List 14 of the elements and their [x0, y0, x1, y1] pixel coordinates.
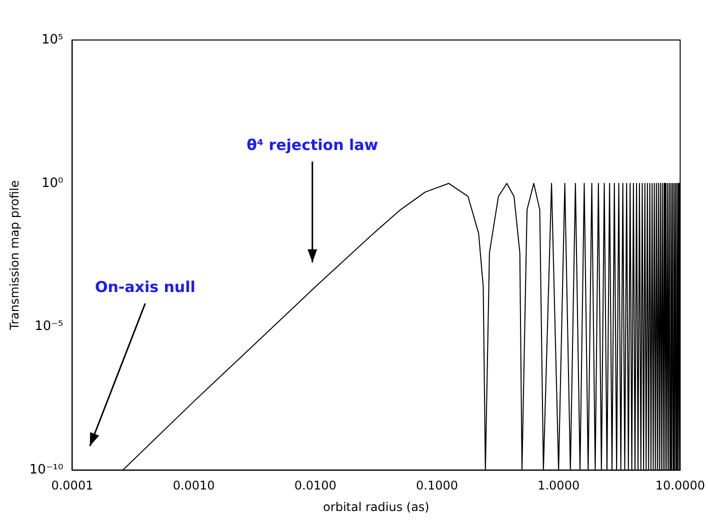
y-tick-label: 10⁵ [41, 32, 64, 48]
annotation: θ⁴ rejection law [246, 136, 378, 154]
x-axis-title: orbital radius (as) [323, 500, 430, 514]
x-tick-label: 0.1000 [416, 478, 458, 493]
x-tick-label: 10.0000 [655, 478, 705, 493]
y-tick-label: 10⁰ [41, 176, 64, 191]
y-tick-label: 10⁻¹⁰ [29, 462, 64, 478]
x-tick-label: 0.0010 [172, 478, 215, 493]
y-tick-label: 10⁻⁵ [34, 319, 64, 334]
x-tick-label: 0.0100 [294, 478, 336, 493]
x-tick-label: 0.0001 [51, 478, 94, 493]
y-axis-title: Transmission map profile [7, 180, 22, 331]
annotation: On-axis null [94, 278, 196, 296]
x-tick-label: 1.0000 [538, 478, 580, 493]
